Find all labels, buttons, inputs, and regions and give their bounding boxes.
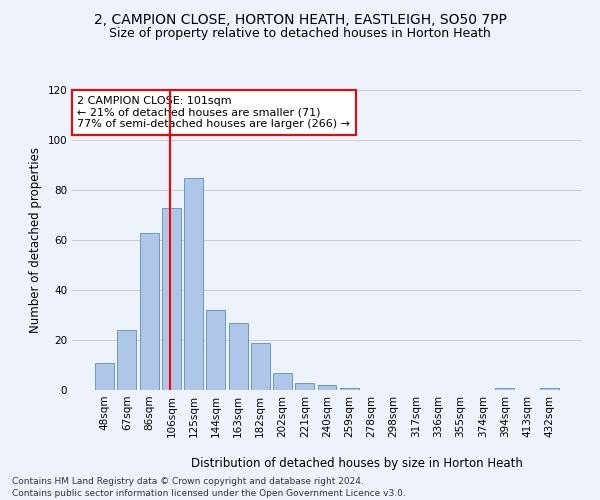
Bar	[273, 372, 292, 390]
Text: Contains HM Land Registry data © Crown copyright and database right 2024.: Contains HM Land Registry data © Crown c…	[12, 478, 364, 486]
Bar	[317, 385, 337, 390]
Bar	[229, 322, 248, 390]
Bar	[540, 388, 559, 390]
Text: Contains public sector information licensed under the Open Government Licence v3: Contains public sector information licen…	[12, 489, 406, 498]
Text: Size of property relative to detached houses in Horton Heath: Size of property relative to detached ho…	[109, 28, 491, 40]
Y-axis label: Number of detached properties: Number of detached properties	[29, 147, 42, 333]
Bar	[162, 208, 181, 390]
Bar	[340, 388, 359, 390]
Bar	[118, 330, 136, 390]
Bar	[206, 310, 225, 390]
Bar	[184, 178, 203, 390]
Bar	[496, 388, 514, 390]
Text: 2, CAMPION CLOSE, HORTON HEATH, EASTLEIGH, SO50 7PP: 2, CAMPION CLOSE, HORTON HEATH, EASTLEIG…	[94, 12, 506, 26]
Bar	[140, 232, 158, 390]
Text: Distribution of detached houses by size in Horton Heath: Distribution of detached houses by size …	[191, 458, 523, 470]
Bar	[95, 362, 114, 390]
Bar	[251, 342, 270, 390]
Text: 2 CAMPION CLOSE: 101sqm
← 21% of detached houses are smaller (71)
77% of semi-de: 2 CAMPION CLOSE: 101sqm ← 21% of detache…	[77, 96, 350, 129]
Bar	[295, 382, 314, 390]
